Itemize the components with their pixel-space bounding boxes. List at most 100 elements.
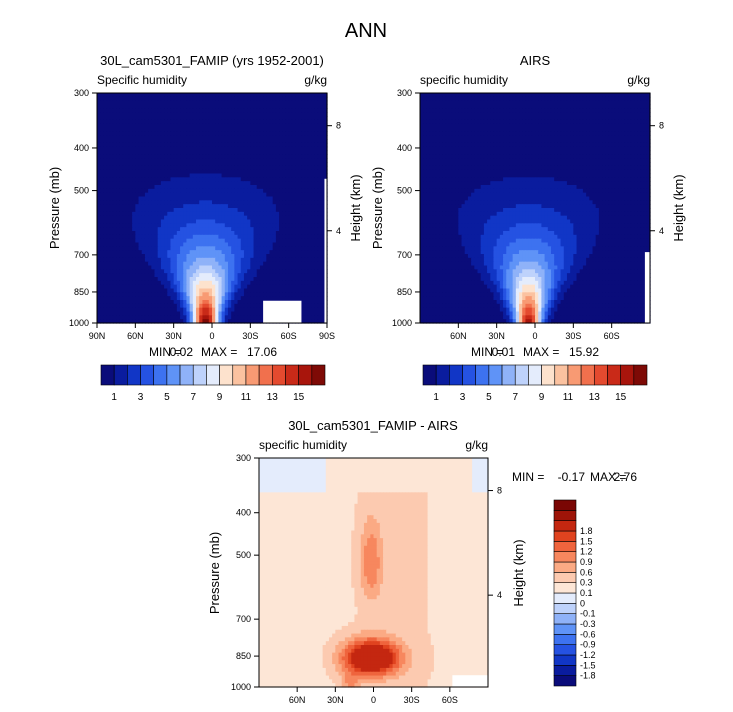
contour-cell: [132, 112, 136, 117]
contour-cell: [215, 154, 219, 159]
contour-cell: [243, 150, 248, 155]
contour-cell: [314, 135, 319, 140]
contour-cell: [307, 96, 312, 102]
contour-cell: [285, 154, 290, 159]
contour-cell: [227, 123, 232, 129]
y2-axis-title: Height (km): [671, 174, 686, 241]
contour-cell: [106, 154, 111, 159]
contour-cell: [218, 135, 223, 140]
contour-cell: [164, 158, 168, 163]
contour-cell: [176, 146, 181, 152]
contour-cell: [240, 108, 245, 113]
contour-cell: [234, 108, 239, 113]
contour-cell: [247, 127, 251, 132]
contour-cell: [311, 100, 315, 106]
contour-cell: [192, 123, 197, 129]
contour-cell: [234, 104, 239, 109]
contour-cell: [112, 112, 117, 117]
contour-cell: [282, 119, 287, 125]
contour-cell: [247, 104, 251, 109]
contour-cell: [288, 100, 293, 106]
contour-cell: [250, 93, 255, 98]
contour-cell: [208, 150, 213, 155]
contour-cell: [266, 135, 271, 140]
contour-cell: [157, 146, 162, 152]
contour-cell: [170, 112, 175, 117]
contour-cell: [189, 116, 194, 121]
contour-cell: [109, 146, 114, 152]
contour-cell: [272, 139, 277, 144]
contour-cell: [272, 142, 277, 148]
contour-cell: [250, 158, 255, 163]
contour-cell: [301, 119, 306, 125]
contour-cell: [320, 142, 325, 148]
contour-cell: [221, 116, 226, 121]
contour-cell: [259, 104, 264, 109]
contour-cell: [243, 154, 248, 159]
contour-cell: [122, 119, 127, 125]
contour-cell: [234, 96, 239, 102]
contour-cell: [196, 131, 200, 136]
contour-cell: [212, 135, 216, 140]
contour-cell: [125, 127, 130, 132]
contour-cell: [170, 150, 175, 155]
contour-cell: [202, 146, 207, 152]
contour-cell: [295, 127, 299, 132]
contour-cell: [170, 123, 175, 129]
contour-cell: [208, 127, 213, 132]
contour-cell: [103, 108, 108, 113]
contour-cell: [138, 158, 143, 163]
contour-cell: [100, 142, 104, 148]
contour-cell: [237, 127, 242, 132]
contour-cell: [103, 146, 108, 152]
y2-tick-label: 8: [336, 121, 341, 131]
contour-cell: [183, 131, 188, 136]
contour-cell: [243, 127, 248, 132]
contour-cell: [164, 116, 168, 121]
contour-cell: [100, 100, 104, 106]
contour-cell: [266, 131, 271, 136]
contour-cell: [240, 158, 245, 163]
contour-cell: [196, 123, 200, 129]
contour-cell: [240, 127, 245, 132]
contour-cell: [224, 127, 229, 132]
contour-cell: [160, 131, 165, 136]
contour-cell: [141, 158, 146, 163]
contour-cell: [282, 135, 287, 140]
contour-cell: [263, 93, 267, 98]
contour-cell: [234, 146, 239, 152]
contour-cell: [212, 104, 216, 109]
contour-cell: [237, 135, 242, 140]
contour-cell: [212, 127, 216, 132]
contour-cell: [215, 96, 219, 102]
contour-cell: [253, 116, 258, 121]
contour-cell: [164, 142, 168, 148]
contour-cell: [243, 108, 248, 113]
contour-cell: [307, 93, 312, 98]
contour-cell: [112, 104, 117, 109]
contour-cell: [272, 127, 277, 132]
contour-cell: [288, 139, 293, 144]
contour-cell: [170, 154, 175, 159]
contour-cell: [151, 112, 156, 117]
contour-cell: [253, 108, 258, 113]
contour-cell: [301, 146, 306, 152]
contour-cell: [314, 142, 319, 148]
contour-cell: [196, 93, 200, 98]
contour-cell: [212, 108, 216, 113]
contour-cell: [291, 104, 296, 109]
contour-cell: [196, 142, 200, 148]
contour-cell: [269, 93, 274, 98]
contour-cell: [141, 96, 146, 102]
contour-cell: [202, 119, 207, 125]
contour-cell: [192, 104, 197, 109]
contour-cell: [272, 131, 277, 136]
contour-cell: [298, 119, 303, 125]
contour-cell: [186, 135, 191, 140]
contour-cell: [125, 100, 130, 106]
contour-cell: [291, 108, 296, 113]
contour-cell: [100, 146, 104, 152]
contour-cell: [218, 104, 223, 109]
contour-cell: [224, 135, 229, 140]
